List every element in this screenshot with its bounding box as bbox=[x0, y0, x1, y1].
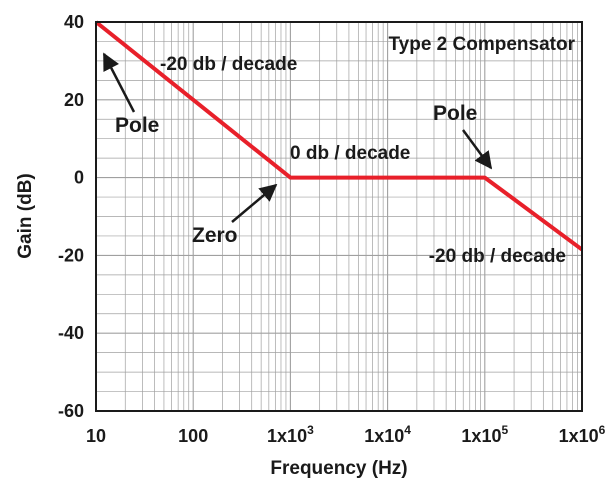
x-axis-title: Frequency (Hz) bbox=[270, 458, 407, 479]
y-tick-label: 0 bbox=[74, 168, 84, 188]
x-tick-label: 10 bbox=[86, 426, 106, 446]
y-axis-title: Gain (dB) bbox=[15, 173, 36, 259]
data-series bbox=[94, 20, 584, 252]
y-tick-label: 20 bbox=[64, 90, 84, 110]
annotation-zero: Zero bbox=[192, 224, 238, 247]
annotation-slope-flat: 0 db / decade bbox=[290, 143, 410, 164]
chart-title: Type 2 Compensator bbox=[388, 34, 575, 55]
y-tick-label: -60 bbox=[58, 401, 84, 421]
x-tick-label: 100 bbox=[178, 426, 208, 446]
annotation-slope-2: -20 db / decade bbox=[429, 246, 566, 267]
x-tick-label: 1x103 bbox=[267, 423, 314, 446]
arrow-zero bbox=[231, 183, 278, 223]
plot-frame bbox=[95, 21, 583, 412]
annotation-pole-2: Pole bbox=[433, 102, 477, 125]
x-tick-label: 1x106 bbox=[559, 423, 606, 446]
y-tick-label: 40 bbox=[64, 12, 84, 32]
x-tick-label: 1x104 bbox=[364, 423, 411, 446]
annotation-pole-1: Pole bbox=[115, 114, 159, 137]
y-tick-label: -20 bbox=[58, 245, 84, 265]
y-tick-label: -40 bbox=[58, 323, 84, 343]
arrow-pole-2 bbox=[461, 129, 493, 170]
x-tick-label: 1x105 bbox=[461, 423, 508, 446]
annotation-slope-1: -20 db / decade bbox=[160, 54, 297, 75]
arrow-pole-1 bbox=[102, 52, 136, 113]
series-line-1 bbox=[94, 20, 584, 252]
